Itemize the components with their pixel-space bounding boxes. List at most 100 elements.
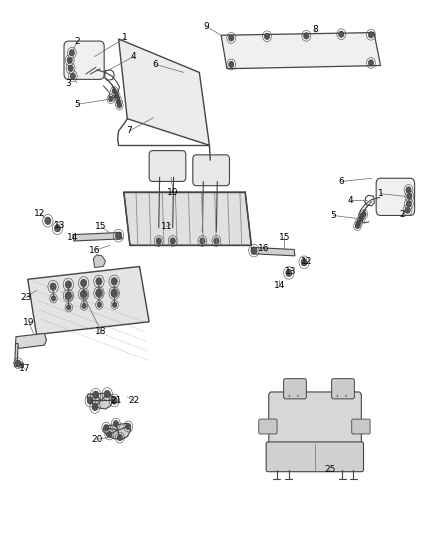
Circle shape	[111, 397, 117, 404]
Text: 20: 20	[91, 435, 102, 444]
Text: 23: 23	[20, 293, 32, 302]
Circle shape	[301, 259, 307, 266]
Circle shape	[92, 403, 98, 410]
Text: 10: 10	[167, 188, 179, 197]
FancyBboxPatch shape	[266, 442, 364, 472]
Circle shape	[251, 247, 257, 254]
Circle shape	[50, 283, 56, 290]
Circle shape	[111, 278, 117, 285]
Text: 18: 18	[95, 327, 107, 336]
Circle shape	[81, 279, 87, 287]
Text: 11: 11	[161, 222, 173, 231]
Circle shape	[65, 281, 71, 288]
Text: 3: 3	[66, 78, 71, 87]
FancyBboxPatch shape	[332, 378, 354, 399]
Circle shape	[229, 61, 234, 68]
FancyBboxPatch shape	[352, 419, 370, 434]
Circle shape	[82, 303, 86, 309]
Text: 1: 1	[122, 34, 128, 43]
Text: 25: 25	[325, 465, 336, 474]
Circle shape	[97, 302, 102, 308]
Text: 2: 2	[74, 37, 80, 46]
Circle shape	[214, 238, 219, 244]
Circle shape	[406, 187, 411, 193]
Circle shape	[126, 423, 131, 430]
Circle shape	[355, 223, 360, 229]
Circle shape	[117, 103, 122, 108]
Circle shape	[107, 431, 112, 438]
Circle shape	[54, 224, 60, 232]
Polygon shape	[124, 192, 251, 245]
Text: 5: 5	[331, 211, 336, 220]
Circle shape	[339, 31, 344, 37]
Text: 12: 12	[34, 209, 46, 218]
Circle shape	[286, 269, 292, 277]
Circle shape	[87, 397, 93, 404]
Circle shape	[15, 360, 21, 367]
Text: 13: 13	[285, 268, 297, 276]
Text: 15: 15	[279, 233, 290, 242]
Circle shape	[357, 220, 361, 225]
Circle shape	[81, 290, 87, 298]
Text: 14: 14	[67, 233, 78, 242]
Polygon shape	[119, 39, 209, 146]
Circle shape	[67, 294, 71, 299]
Text: 21: 21	[111, 396, 122, 405]
Circle shape	[92, 391, 99, 399]
Circle shape	[156, 238, 161, 244]
Circle shape	[407, 193, 412, 199]
Circle shape	[111, 289, 117, 297]
Circle shape	[97, 290, 102, 296]
Text: 2: 2	[399, 210, 405, 219]
Polygon shape	[251, 247, 295, 256]
Circle shape	[112, 88, 117, 94]
FancyBboxPatch shape	[64, 41, 104, 79]
Circle shape	[304, 33, 309, 39]
Text: 19: 19	[23, 318, 35, 327]
Circle shape	[170, 238, 175, 244]
FancyBboxPatch shape	[259, 419, 277, 434]
Circle shape	[51, 296, 56, 301]
Polygon shape	[87, 393, 113, 409]
Circle shape	[229, 35, 234, 41]
Polygon shape	[28, 266, 149, 335]
Text: 4: 4	[131, 52, 137, 61]
FancyBboxPatch shape	[269, 392, 361, 451]
Circle shape	[405, 207, 410, 213]
Circle shape	[113, 302, 117, 308]
Polygon shape	[73, 232, 122, 241]
Circle shape	[104, 424, 109, 431]
Text: 5: 5	[74, 100, 80, 109]
Circle shape	[69, 50, 74, 56]
Circle shape	[117, 99, 121, 104]
Text: 9: 9	[203, 22, 209, 31]
Circle shape	[113, 421, 118, 427]
FancyBboxPatch shape	[193, 155, 230, 185]
Text: 13: 13	[54, 221, 65, 230]
Text: 16: 16	[89, 246, 100, 255]
Polygon shape	[221, 33, 381, 69]
Circle shape	[67, 57, 72, 63]
Circle shape	[109, 96, 113, 102]
FancyBboxPatch shape	[149, 151, 186, 181]
Text: 12: 12	[300, 257, 312, 265]
Text: 6: 6	[153, 60, 159, 69]
Circle shape	[406, 200, 412, 207]
Text: 1: 1	[378, 189, 383, 198]
Text: 4: 4	[347, 196, 353, 205]
Circle shape	[359, 216, 364, 221]
Circle shape	[114, 94, 119, 99]
Text: 16: 16	[258, 245, 269, 254]
Circle shape	[368, 31, 374, 38]
Text: 6: 6	[339, 177, 344, 186]
Circle shape	[70, 73, 75, 79]
Text: 15: 15	[95, 222, 107, 231]
Text: 17: 17	[19, 364, 31, 373]
Circle shape	[96, 289, 102, 297]
FancyBboxPatch shape	[284, 378, 306, 399]
Circle shape	[68, 65, 73, 71]
Circle shape	[113, 290, 117, 296]
Circle shape	[96, 278, 102, 285]
Circle shape	[265, 33, 270, 39]
Circle shape	[200, 238, 205, 244]
